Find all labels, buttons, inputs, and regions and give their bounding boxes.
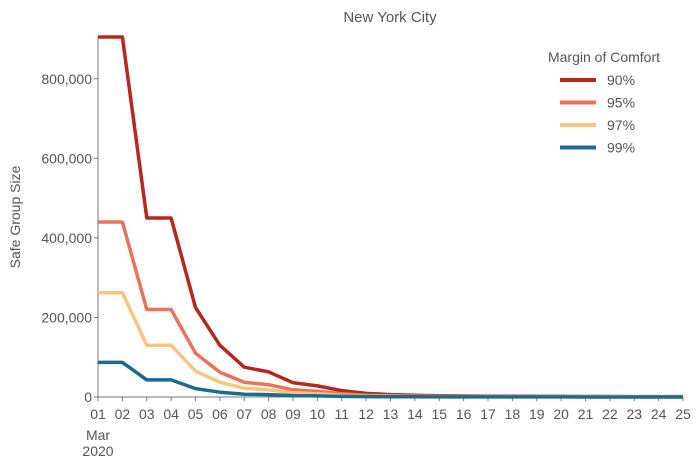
x-tick-label: 10	[310, 406, 326, 422]
x-tick-label: 18	[505, 406, 521, 422]
legend-entry-label: 90%	[607, 72, 635, 88]
x-tick-label: 22	[602, 406, 618, 422]
y-tick-label: 400,000	[41, 230, 92, 246]
series-line-90pct	[98, 35, 683, 399]
x-tick-label: 12	[358, 406, 374, 422]
x-month-label: Mar	[86, 427, 110, 443]
x-tick-label: 14	[407, 406, 423, 422]
x-tick-label: 15	[431, 406, 447, 422]
chart-title: New York City	[343, 9, 437, 26]
x-tick-label: 07	[236, 406, 252, 422]
legend-entry-label: 99%	[607, 140, 635, 156]
series-line-95pct	[98, 220, 683, 399]
legend-entry-label: 97%	[607, 117, 635, 133]
x-tick-label: 23	[626, 406, 642, 422]
x-tick-label: 20	[553, 406, 569, 422]
x-tick-label: 02	[115, 406, 131, 422]
x-tick-label: 24	[651, 406, 667, 422]
legend-entry-label: 95%	[607, 95, 635, 111]
x-tick-label: 08	[261, 406, 277, 422]
x-tick-label: 09	[285, 406, 301, 422]
legend-title: Margin of Comfort	[548, 49, 660, 65]
x-tick-label: 06	[212, 406, 228, 422]
x-tick-label: 05	[188, 406, 204, 422]
x-tick-label: 21	[578, 406, 594, 422]
series-line-97pct	[98, 291, 683, 399]
x-tick-label: 17	[480, 406, 496, 422]
x-tick-label: 11	[334, 406, 349, 422]
y-tick-label: 0	[84, 389, 92, 405]
series-layer	[98, 35, 683, 399]
x-tick-label: 19	[529, 406, 545, 422]
y-axis-label: Safe Group Size	[7, 165, 23, 268]
legend: Margin of Comfort 90% 95% 97% 99%	[548, 49, 660, 156]
x-tick-label: 25	[675, 406, 691, 422]
x-tick-label: 01	[90, 406, 106, 422]
y-tick-label: 200,000	[41, 309, 92, 325]
x-tick-label: 13	[383, 406, 399, 422]
series-line-99pct	[98, 360, 683, 399]
x-tick-label: 03	[139, 406, 155, 422]
x-tick-label: 04	[163, 406, 179, 422]
x-tick-label: 16	[456, 406, 472, 422]
axes-layer: 0 200,000 400,000 600,000 800,000 01 02 03 04 05 0…	[41, 37, 691, 422]
y-tick-label: 800,000	[41, 71, 92, 87]
y-tick-label: 600,000	[41, 150, 92, 166]
x-year-label: 2020	[82, 443, 113, 459]
